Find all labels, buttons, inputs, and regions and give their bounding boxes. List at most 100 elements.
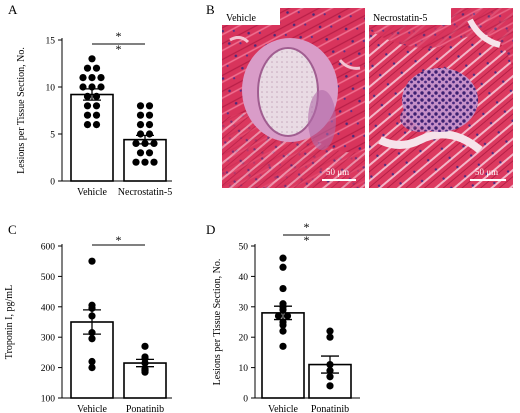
data-point xyxy=(141,359,149,367)
significance-marker: * xyxy=(116,29,122,43)
significance-marker: * xyxy=(304,220,310,234)
category-label: Vehicle xyxy=(268,404,299,413)
data-point xyxy=(283,312,292,320)
data-point xyxy=(83,92,92,100)
data-point xyxy=(92,64,101,72)
y-tick-label: 10 xyxy=(46,84,56,94)
data-point xyxy=(79,74,87,82)
data-point xyxy=(326,360,334,369)
data-point xyxy=(83,121,92,129)
chart-c: 100 200 300 400 500 600 Troponin I, pg/mL Vehic… xyxy=(4,233,172,413)
data-point xyxy=(279,254,287,262)
data-point xyxy=(136,121,145,129)
data-point xyxy=(141,368,149,376)
data-point xyxy=(145,149,154,157)
data-point xyxy=(145,102,154,110)
data-point xyxy=(326,333,334,341)
data-point xyxy=(83,111,92,119)
data-point xyxy=(136,149,145,157)
bar-vehicle xyxy=(70,93,114,182)
data-point xyxy=(79,83,87,91)
data-point xyxy=(326,373,334,381)
data-point xyxy=(92,111,101,119)
data-point xyxy=(150,158,158,166)
y-tick-label: 0 xyxy=(50,178,55,188)
chart-a: 0 5 10 15 Lesions per Tissue Section, No. Veh… xyxy=(16,29,172,198)
data-point xyxy=(92,121,101,129)
data-point xyxy=(92,102,101,110)
y-tick-label: 400 xyxy=(41,303,56,313)
micrograph-label-vehicle: Vehicle xyxy=(226,13,257,24)
data-point xyxy=(88,329,96,337)
label-bg-vehicle xyxy=(222,8,280,25)
y-tick-label: 200 xyxy=(41,364,56,374)
y-tick-label: 10 xyxy=(239,364,249,374)
data-point xyxy=(326,367,334,375)
data-point xyxy=(83,102,92,110)
scale-text-left: 50 μm xyxy=(326,167,349,177)
data-point xyxy=(150,139,158,147)
category-label: Vehicle xyxy=(77,187,108,198)
micrograph-label-necrostatin: Necrostatin-5 xyxy=(373,13,427,24)
data-point xyxy=(279,321,287,329)
data-point xyxy=(141,158,149,166)
y-tick-label: 600 xyxy=(41,243,56,253)
y-tick-label: 30 xyxy=(239,303,249,313)
data-point xyxy=(326,327,334,335)
data-point xyxy=(88,312,96,320)
micrograph-necrostatin xyxy=(369,8,513,188)
data-point xyxy=(136,102,145,110)
data-point xyxy=(141,342,149,350)
category-label: Ponatinib xyxy=(126,404,164,413)
data-point xyxy=(136,111,145,119)
panel-letter-a: A xyxy=(8,2,18,17)
y-tick-label: 40 xyxy=(239,273,249,283)
data-point xyxy=(132,158,140,166)
significance-marker: * xyxy=(116,42,122,56)
data-point xyxy=(83,64,92,72)
chart-d: 0 10 20 30 40 50 Lesions per Tissue Section, N… xyxy=(212,220,360,413)
data-point xyxy=(279,306,287,314)
y-axis-label: Lesions per Tissue Section, No. xyxy=(212,259,223,386)
category-label: Necrostatin-5 xyxy=(118,187,172,198)
micrograph-vehicle xyxy=(222,8,365,188)
data-point xyxy=(274,312,283,320)
y-tick-label: 20 xyxy=(239,334,249,344)
data-point xyxy=(88,304,96,312)
y-tick-label: 500 xyxy=(41,273,56,283)
y-tick-label: 15 xyxy=(46,37,56,47)
data-point xyxy=(97,74,105,82)
data-point xyxy=(88,257,96,265)
y-axis-label: Troponin I, pg/mL xyxy=(4,285,15,359)
y-tick-label: 50 xyxy=(239,243,249,253)
panel-letter-c: C xyxy=(8,222,17,237)
data-point xyxy=(279,263,287,271)
y-tick-label: 300 xyxy=(41,334,56,344)
scale-text-right: 50 μm xyxy=(475,167,498,177)
data-point xyxy=(141,139,149,147)
y-tick-label: 0 xyxy=(243,395,248,405)
data-point xyxy=(88,83,96,91)
data-point xyxy=(88,364,96,372)
data-point xyxy=(97,83,105,91)
data-point xyxy=(279,327,287,335)
data-point xyxy=(132,139,140,147)
data-point xyxy=(145,111,154,119)
data-point xyxy=(88,55,96,63)
data-point xyxy=(279,284,287,293)
y-tick-label: 100 xyxy=(41,395,56,405)
label-bg-necrostatin xyxy=(369,8,451,25)
panel-letter-b: B xyxy=(206,2,215,17)
data-point xyxy=(326,382,334,390)
data-point xyxy=(92,92,101,100)
category-label: Ponatinib xyxy=(311,404,349,413)
data-point xyxy=(279,342,287,350)
y-axis-label: Lesions per Tissue Section, No. xyxy=(16,47,27,174)
data-point xyxy=(145,130,154,138)
significance-marker: * xyxy=(116,233,122,247)
data-point xyxy=(88,335,96,343)
significance-marker: * xyxy=(304,233,310,247)
data-point xyxy=(88,357,96,366)
data-point xyxy=(145,121,154,129)
